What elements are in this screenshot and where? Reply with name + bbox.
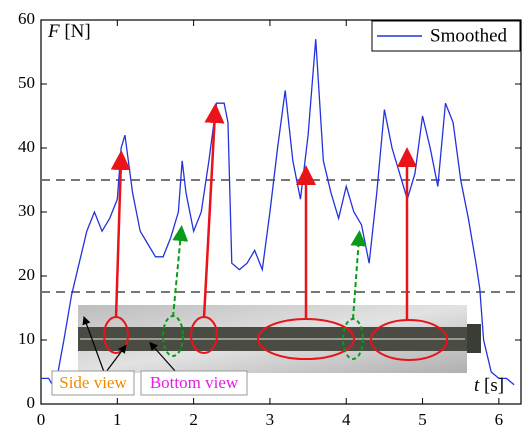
x-tick-label: 6 [495,410,504,429]
x-tick-label: 4 [342,410,351,429]
y-tick-label: 0 [27,393,36,412]
specimen-photo: Side view Bottom view [51,103,481,396]
annotation: Bottom view [150,373,239,392]
x-tick-label: 1 [113,410,122,429]
y-axis-label: F [N] [47,21,91,42]
x-axis-unit: [s] [484,375,504,396]
annotation: Side view [59,373,127,392]
x-tick-label: 2 [189,410,198,429]
y-tick-label: 40 [18,137,35,156]
y-axis-symbol: F [47,21,60,42]
x-tick-label: 3 [266,410,275,429]
y-axis-unit: [N] [64,21,90,42]
y-tick-label: 20 [18,265,35,284]
y-tick-label: 10 [18,329,35,348]
y-tick-label: 30 [18,201,35,220]
x-axis-label: t [s] [474,375,504,396]
x-axis-symbol: t [474,375,480,396]
y-tick-label: 50 [18,73,35,92]
legend: Smoothed [371,20,521,52]
x-tick-label: 0 [37,410,46,429]
y-tick-label: 60 [18,9,35,28]
legend-label: Smoothed [430,25,508,46]
data-line [41,39,515,386]
x-tick-label: 5 [418,410,427,429]
